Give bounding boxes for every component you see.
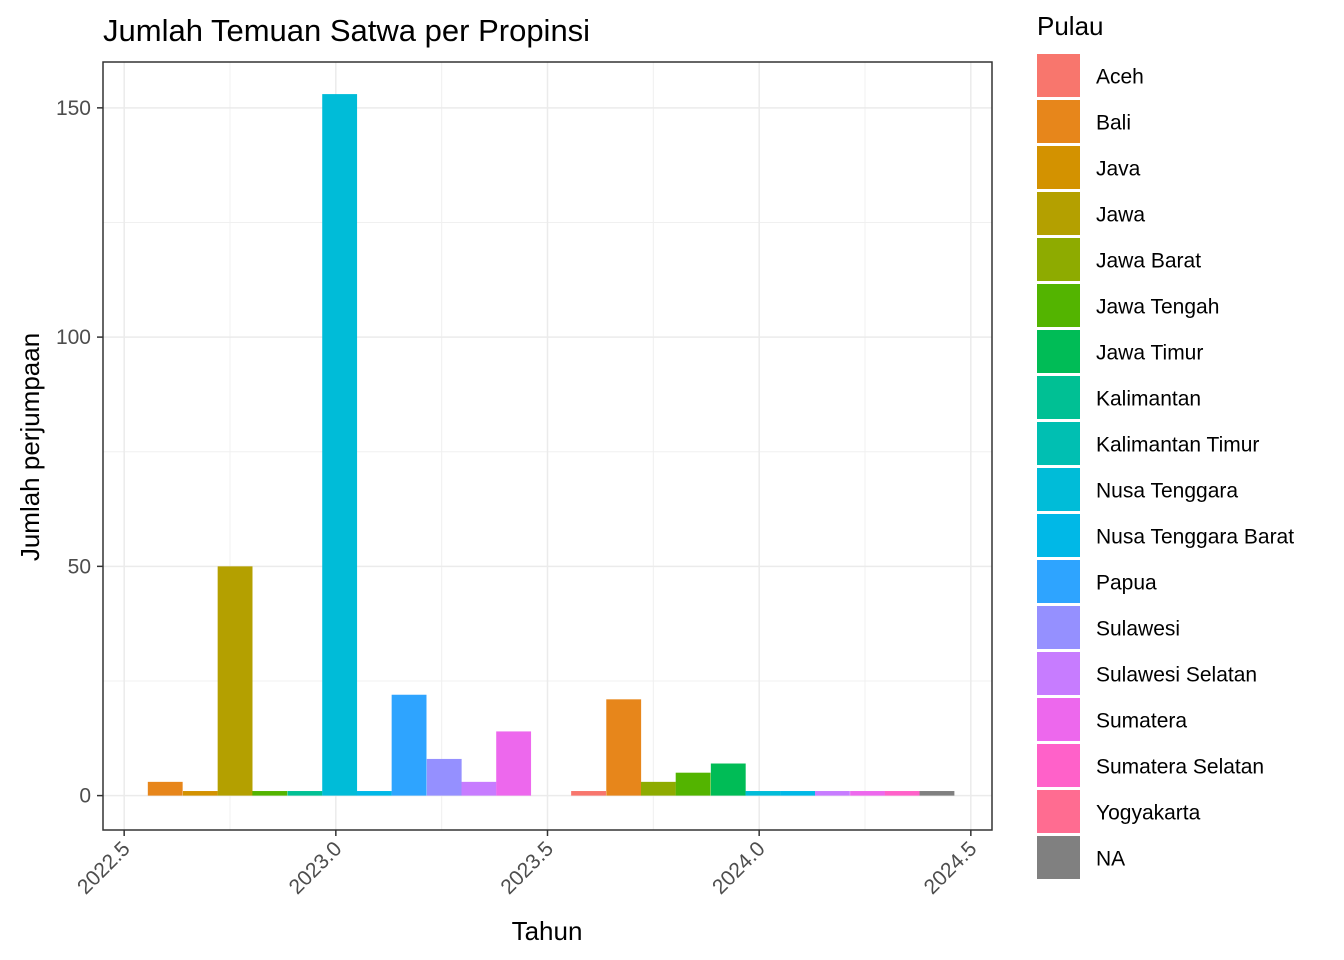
y-axis-title: Jumlah perjumpaan [15, 333, 45, 561]
bar-jawa-barat [640, 781, 676, 796]
legend-label: Java [1096, 158, 1141, 181]
legend-label: Kalimantan [1096, 388, 1201, 411]
bar-na [919, 791, 955, 796]
legend-label: Jawa Tengah [1096, 296, 1219, 319]
legend-key-kalimantan [1037, 376, 1080, 419]
bar-kalimantan [287, 791, 323, 796]
legend-label: Bali [1096, 112, 1131, 135]
bar-sulawesi-selatan [814, 791, 850, 796]
legend-key-kalimantan-timur [1037, 422, 1080, 465]
legend-label: Sumatera Selatan [1096, 756, 1264, 779]
legend-label: NA [1096, 848, 1125, 871]
bar-jawa-timur [710, 763, 746, 796]
legend-label: Yogyakarta [1096, 802, 1201, 825]
legend-key-yogyakarta [1037, 790, 1080, 833]
bar-nusa-tenggara-barat [356, 791, 392, 796]
legend-key-jawa [1037, 192, 1080, 235]
chart-title: Jumlah Temuan Satwa per Propinsi [103, 13, 590, 48]
legend-key-sumatera-selatan [1037, 744, 1080, 787]
legend-label: Jawa Barat [1096, 250, 1201, 273]
bar-papua [391, 694, 427, 796]
legend-label: Jawa Timur [1096, 342, 1203, 365]
bar-jawa-tengah [252, 791, 288, 796]
legend-label: Nusa Tenggara Barat [1096, 526, 1294, 549]
bar-nusa-tenggara [322, 94, 358, 796]
bar-jawa-tengah [675, 772, 711, 796]
legend-label: Kalimantan Timur [1096, 434, 1259, 457]
legend-title: Pulau [1037, 11, 1104, 41]
legend-label: Sumatera [1096, 710, 1187, 733]
legend-key-nusa-tenggara [1037, 468, 1080, 511]
legend-key-jawa-barat [1037, 238, 1080, 281]
legend-key-jawa-timur [1037, 330, 1080, 373]
legend-key-jawa-tengah [1037, 284, 1080, 327]
bar-java [182, 791, 218, 796]
bar-aceh [571, 791, 606, 796]
legend-label: Aceh [1096, 66, 1144, 89]
x-axis-title: Tahun [512, 916, 583, 946]
legend-key-sulawesi-selatan [1037, 652, 1080, 695]
y-tick-label: 0 [79, 785, 91, 808]
legend-label: Papua [1096, 572, 1157, 595]
legend-key-bali [1037, 100, 1080, 143]
bar-nusa-tenggara [745, 791, 781, 796]
legend-label: Sulawesi Selatan [1096, 664, 1257, 687]
bar-sulawesi [426, 758, 462, 796]
legend-key-sulawesi [1037, 606, 1080, 649]
legend-label: Nusa Tenggara [1096, 480, 1238, 503]
legend-key-papua [1037, 560, 1080, 603]
legend-label: Jawa [1096, 204, 1145, 227]
bar-nusa-tenggara-barat [780, 791, 816, 796]
legend-key-java [1037, 146, 1080, 189]
legend-key-nusa-tenggara-barat [1037, 514, 1080, 557]
legend-label: Sulawesi [1096, 618, 1180, 641]
bar-bali [147, 781, 183, 796]
bar-bali [606, 699, 642, 796]
bar-sumatera [496, 731, 532, 796]
bar-sumatera-selatan [884, 791, 920, 796]
y-tick-label: 150 [56, 97, 91, 120]
legend-key-na [1037, 836, 1080, 879]
bar-sumatera [850, 791, 885, 796]
y-tick-label: 50 [68, 555, 91, 578]
y-tick-label: 100 [56, 326, 91, 349]
bar-sulawesi-selatan [461, 781, 497, 796]
legend: Pulau Aceh Bali Java Jawa Jawa Barat Jawa Ten… [1037, 11, 1294, 879]
legend-key-aceh [1037, 54, 1080, 97]
bar-jawa [217, 566, 253, 796]
legend-key-sumatera [1037, 698, 1080, 741]
